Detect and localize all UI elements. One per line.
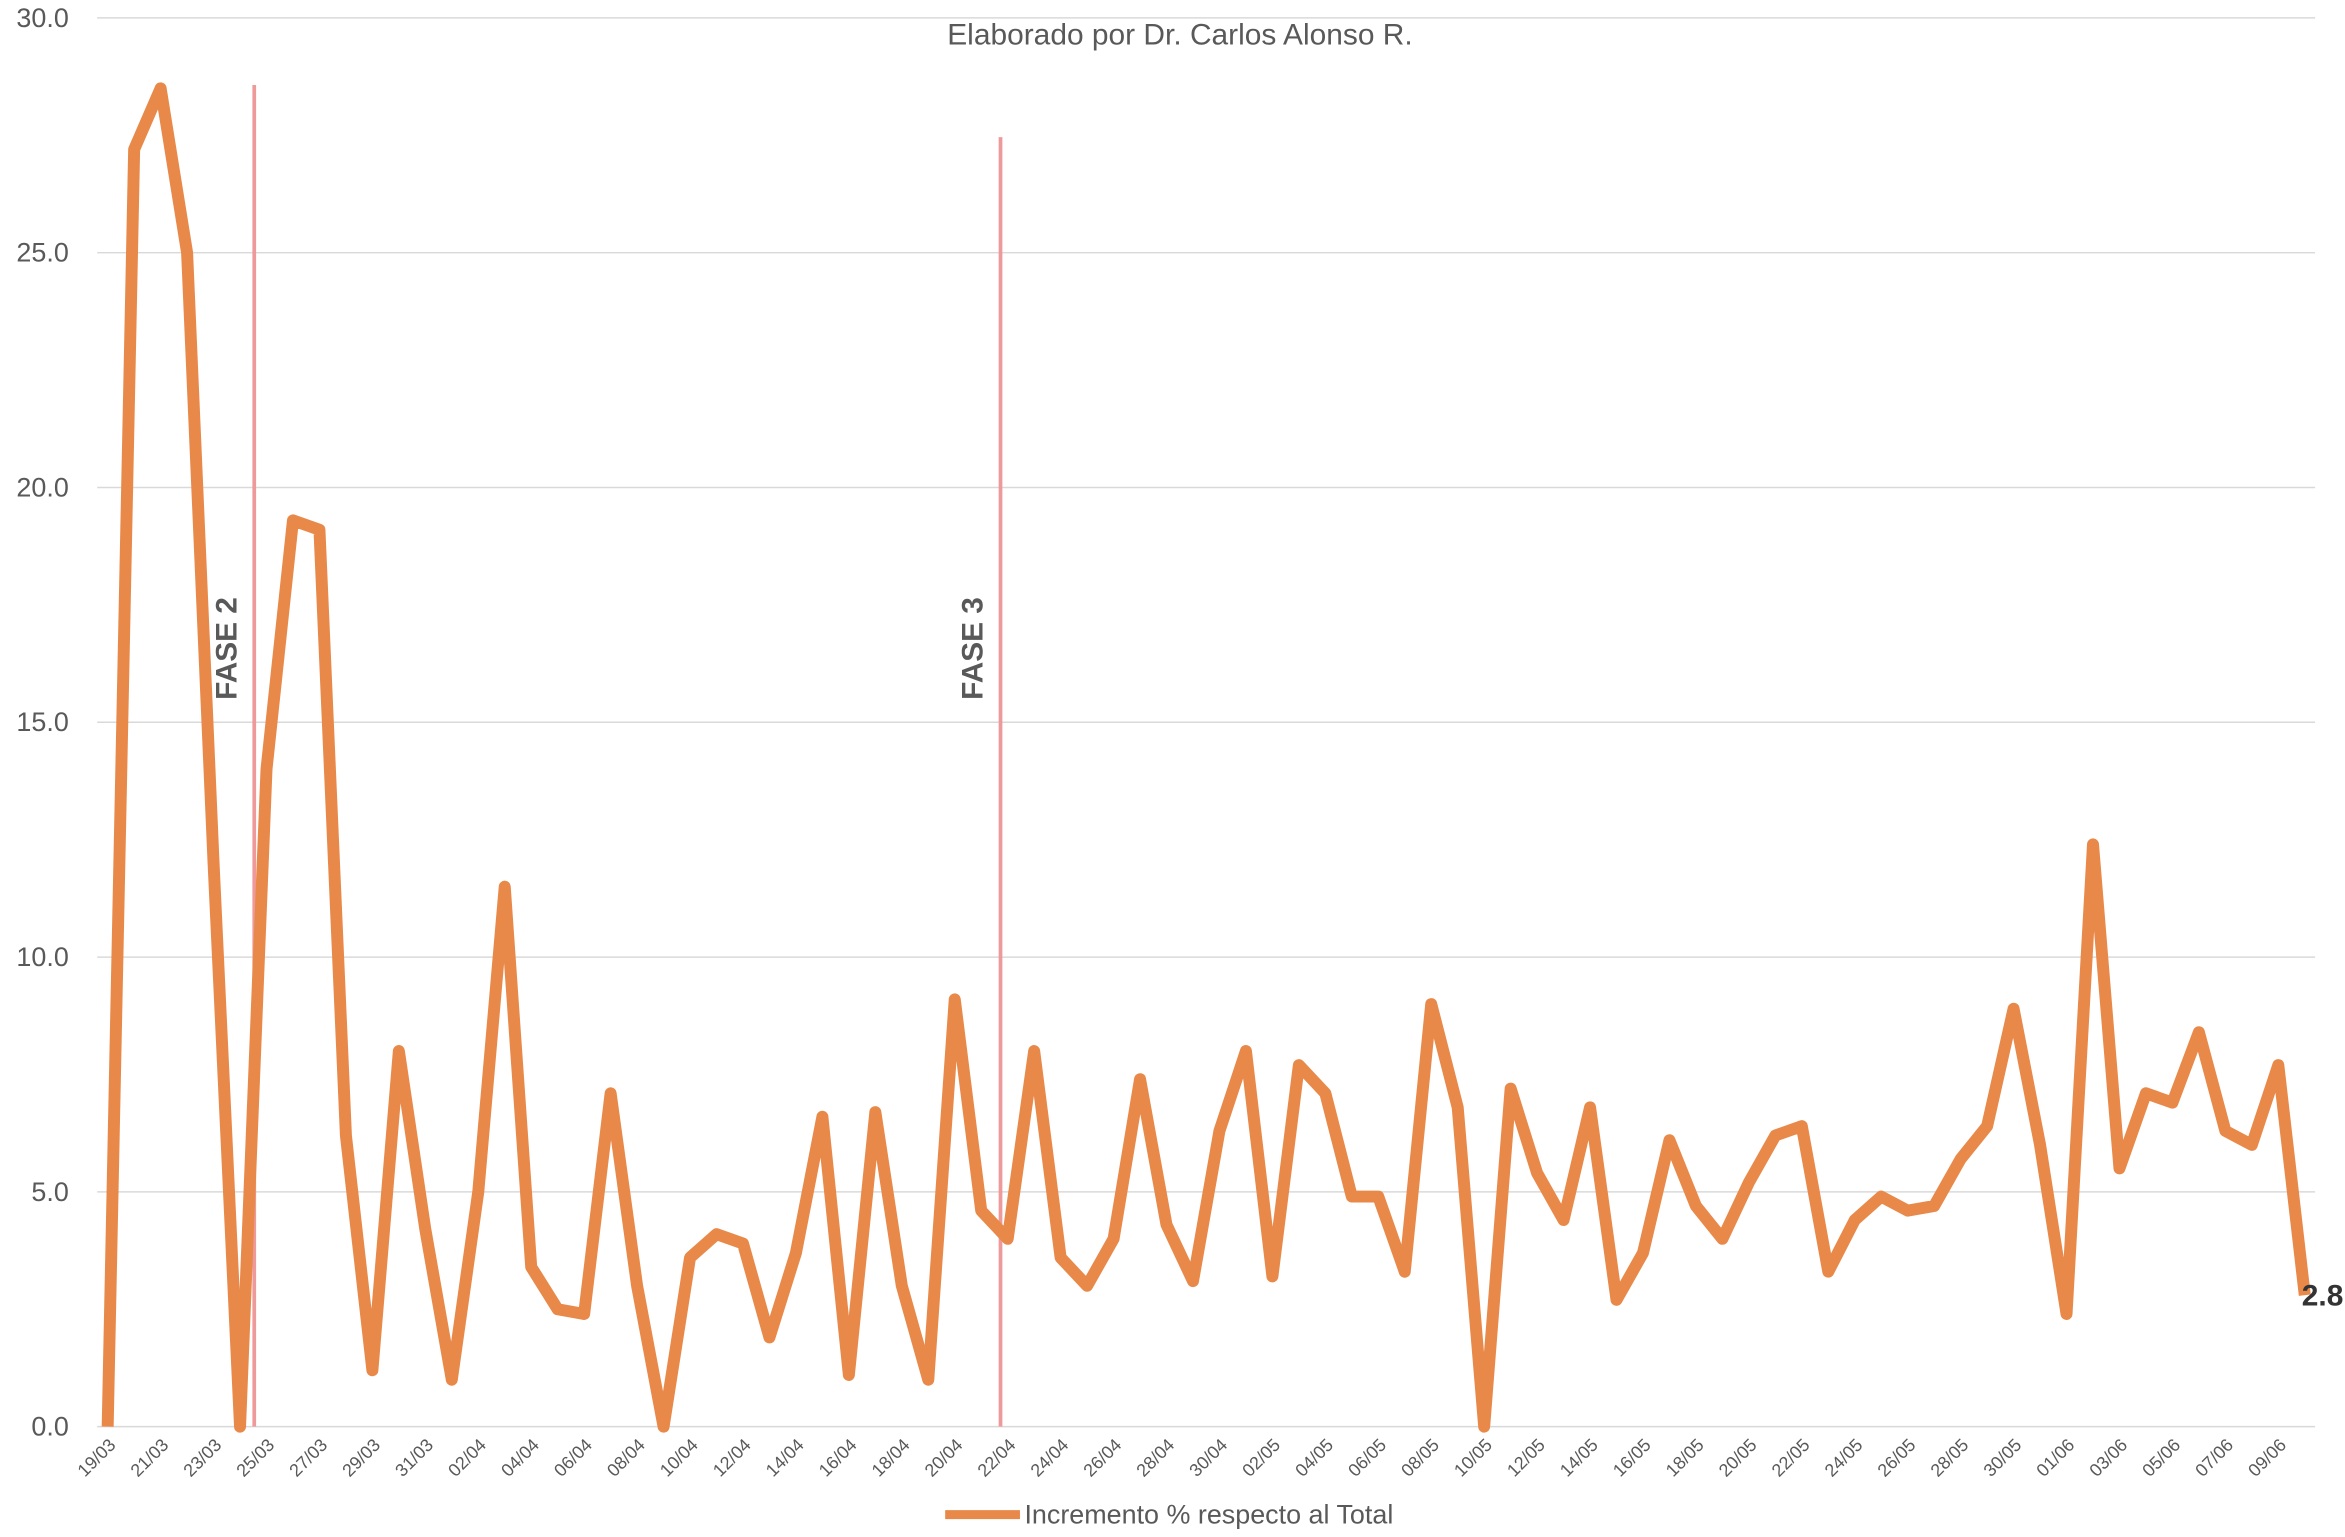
x-tick-label: 24/04 (1027, 1435, 1073, 1481)
x-tick-label: 08/04 (603, 1435, 649, 1481)
x-tick-label: 06/05 (1344, 1435, 1390, 1481)
x-tick-label: 10/05 (1450, 1435, 1496, 1481)
x-tick-label: 01/06 (2032, 1435, 2078, 1481)
x-tick-label: 29/03 (338, 1435, 384, 1481)
y-tick-label: 5.0 (31, 1177, 68, 1207)
data-label: 2.8 (2302, 1280, 2344, 1313)
x-tick-label: 18/05 (1662, 1435, 1708, 1481)
phase-label: FASE 2 (210, 597, 243, 700)
x-tick-label: 22/05 (1768, 1435, 1814, 1481)
x-tick-label: 21/03 (127, 1435, 173, 1481)
legend-label: Incremento % respecto al Total (1024, 1500, 1393, 1530)
x-tick-label: 14/04 (762, 1435, 808, 1481)
x-tick-label: 28/05 (1927, 1435, 1973, 1481)
x-tick-label: 07/06 (2191, 1435, 2237, 1481)
x-tick-label: 27/03 (285, 1435, 331, 1481)
x-tick-label: 28/04 (1132, 1435, 1178, 1481)
y-tick-label: 25.0 (16, 238, 68, 268)
x-tick-label: 16/04 (815, 1435, 861, 1481)
x-tick-label: 08/05 (1397, 1435, 1443, 1481)
x-tick-label: 14/05 (1556, 1435, 1602, 1481)
y-tick-label: 15.0 (16, 707, 68, 737)
x-tick-label: 02/04 (444, 1435, 490, 1481)
x-tick-label: 24/05 (1821, 1435, 1867, 1481)
x-tick-label: 20/04 (921, 1435, 967, 1481)
y-tick-label: 30.0 (16, 3, 68, 33)
x-tick-label: 26/04 (1079, 1435, 1125, 1481)
x-tick-label: 12/05 (1503, 1435, 1549, 1481)
x-tick-label: 25/03 (232, 1435, 278, 1481)
chart-subtitle: Elaborado por Dr. Carlos Alonso R. (947, 19, 1412, 52)
series-line (101, 82, 2311, 1433)
x-tick-label: 26/05 (1874, 1435, 1920, 1481)
x-tick-label: 23/03 (179, 1435, 225, 1481)
phase-label: FASE 3 (957, 597, 990, 700)
x-tick-label: 04/04 (497, 1435, 543, 1481)
x-tick-label: 04/05 (1291, 1435, 1337, 1481)
x-tick-label: 03/06 (2085, 1435, 2131, 1481)
x-tick-label: 20/05 (1715, 1435, 1761, 1481)
y-tick-label: 10.0 (16, 942, 68, 972)
x-tick-label: 06/04 (550, 1435, 596, 1481)
x-tick-label: 05/06 (2138, 1435, 2184, 1481)
x-tick-label: 30/04 (1185, 1435, 1231, 1481)
x-tick-label: 02/05 (1238, 1435, 1284, 1481)
x-tick-label: 31/03 (391, 1435, 437, 1481)
x-tick-label: 09/06 (2244, 1435, 2290, 1481)
x-tick-label: 22/04 (974, 1435, 1020, 1481)
x-tick-label: 18/04 (868, 1435, 914, 1481)
x-tick-label: 16/05 (1609, 1435, 1655, 1481)
x-tick-label: 30/05 (1979, 1435, 2025, 1481)
y-tick-label: 20.0 (16, 472, 68, 502)
y-tick-label: 0.0 (31, 1412, 68, 1442)
x-tick-label: 10/04 (656, 1435, 702, 1481)
x-tick-label: 12/04 (709, 1435, 755, 1481)
x-tick-label: 19/03 (74, 1435, 120, 1481)
